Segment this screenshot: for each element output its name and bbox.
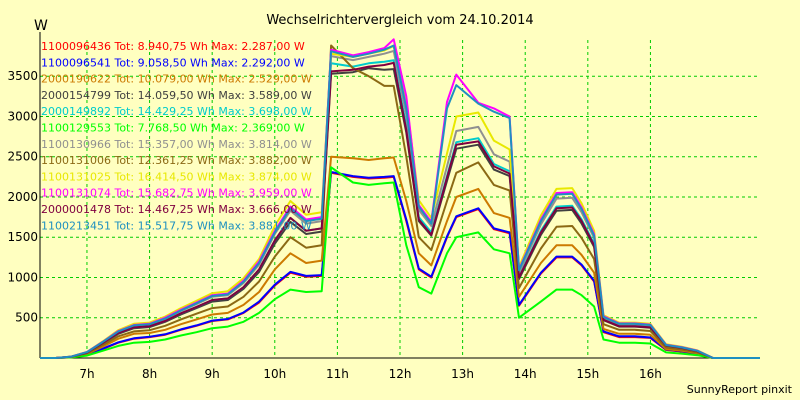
y-tick-label: 3000 <box>7 109 38 123</box>
legend-entry-2: 1100096541 Tot: 9.058,50 Wh Max: 2.292,0… <box>41 56 305 69</box>
footer-credit: SunnyReport pinxit <box>687 383 793 396</box>
series-line-6 <box>40 166 760 359</box>
x-tick-labels: 7h 8h 9h 10h 11h 12h 13h 14h 15h 16h <box>79 367 662 381</box>
x-tick-label: 15h <box>576 367 599 381</box>
legend-entry-5: 2000149892 Tot: 14.429,25 Wh Max: 3.698,… <box>41 105 312 118</box>
legend-entry-4: 2000154799 Tot: 14.059,50 Wh Max: 3.589,… <box>41 89 312 102</box>
legend: 1100096436 Tot: 8.940,75 Wh Max: 2.287,0… <box>41 40 312 232</box>
legend-entry-8: 1100131006 Tot: 12.361,25 Wh Max: 3.882,… <box>41 154 312 167</box>
y-tick-label: 3500 <box>7 69 38 83</box>
y-tick-label: 500 <box>15 311 38 325</box>
grid <box>39 32 760 359</box>
series-line-2 <box>40 171 760 359</box>
legend-entry-12: 1100213451 Tot: 15.517,75 Wh Max: 3.881,… <box>41 219 312 232</box>
legend-entry-9: 1100131025 Tot: 16.414,50 Wh Max: 3.874,… <box>41 170 312 183</box>
x-tick-label: 7h <box>79 367 94 381</box>
chart-title: Wechselrichtervergleich vom 24.10.2014 <box>266 13 533 28</box>
legend-entry-3: 2000190622 Tot: 10.079,00 Wh Max: 2.529,… <box>41 73 312 86</box>
legend-entry-6: 1100129553 Tot: 7.768,50 Wh Max: 2.369,0… <box>41 122 305 135</box>
legend-entry-7: 1100130966 Tot: 15.357,00 Wh Max: 3.814,… <box>41 138 312 151</box>
series-line-8 <box>40 44 760 359</box>
x-tick-label: 12h <box>389 367 412 381</box>
legend-entry-1: 1100096436 Tot: 8.940,75 Wh Max: 2.287,0… <box>41 40 305 53</box>
x-tick-label: 9h <box>205 367 220 381</box>
series-lines <box>40 38 760 359</box>
x-tick-label: 16h <box>639 367 662 381</box>
y-tick-label: 1000 <box>7 270 38 284</box>
y-tick-label: 2000 <box>7 190 38 204</box>
x-tick-label: 8h <box>142 367 157 381</box>
series-line-12 <box>40 44 760 359</box>
y-tick-labels: 500 1000 1500 2000 2500 3000 3500 <box>7 69 38 325</box>
legend-entry-11: 2000001478 Tot: 14.467,25 Wh Max: 3.666,… <box>41 203 312 216</box>
x-tick-label: 13h <box>451 367 474 381</box>
series-line-11 <box>40 61 760 359</box>
y-tick-label: 1500 <box>7 230 38 244</box>
x-tick-label: 11h <box>326 367 349 381</box>
x-tick-label: 10h <box>263 367 286 381</box>
series-line-3 <box>40 155 760 359</box>
y-axis-label: W <box>34 18 48 34</box>
y-tick-label: 2500 <box>7 150 38 164</box>
legend-entry-10: 1100131074 Tot: 15.682,75 Wh Max: 3.959,… <box>41 187 312 200</box>
x-tick-label: 14h <box>514 367 537 381</box>
